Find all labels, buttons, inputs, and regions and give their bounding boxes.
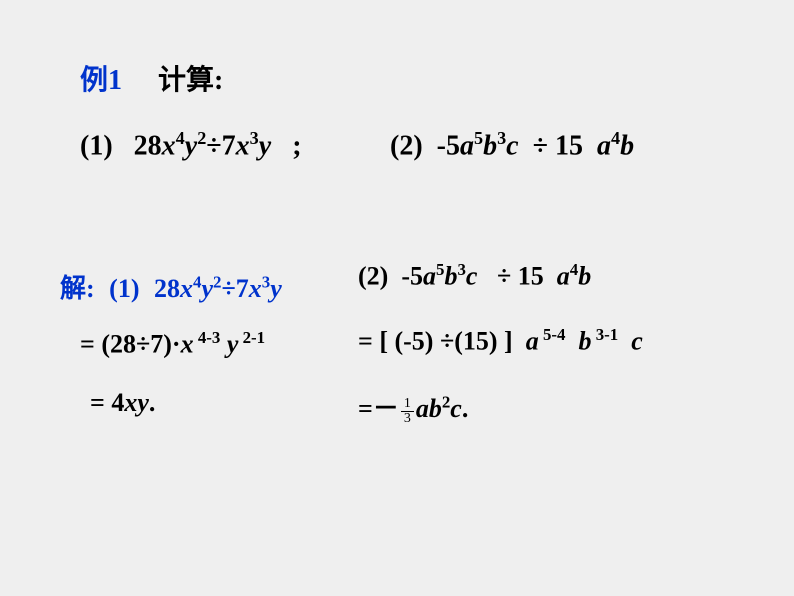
solution-1-line-1: 解: (1) 28x4y2÷7x3y <box>60 268 282 305</box>
problem-1: (1) 28x4y2÷7x3y ; <box>80 128 302 162</box>
example-title: 计算: <box>158 65 223 96</box>
solution-2-line-2: = [ (-5) ÷(15) ] a 5-4 b 3-1 c <box>358 325 643 357</box>
example-number: 1 <box>108 65 122 96</box>
fraction-one-third: 13 <box>401 397 414 426</box>
problem-1-label: (1) <box>80 130 113 161</box>
solution-1-line-3: = 4xy. <box>90 388 155 418</box>
solution-1-line-2: = (28÷7)·x 4-3 y 2-1 <box>80 328 265 360</box>
problem-2-label: (2) <box>390 130 423 161</box>
solution-2-line-1: (2) -5a5b3c ÷ 15 a4b <box>358 260 591 292</box>
problem-2: (2) -5a5b3c ÷ 15 a4b <box>390 128 634 162</box>
example-heading: 例1 计算: <box>80 58 223 98</box>
solution-label: 解: <box>60 274 95 303</box>
solution-2-line-3: =－13ab2c. <box>358 388 468 426</box>
example-label: 例 <box>80 65 108 96</box>
